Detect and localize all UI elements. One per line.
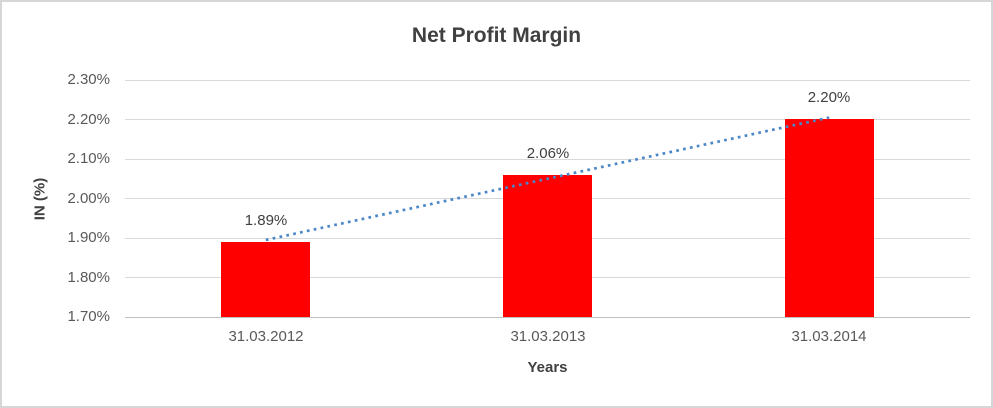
y-tick-label: 2.00%: [67, 189, 110, 207]
x-tick-label-31.03.2012: 31.03.2012: [228, 328, 304, 345]
gridline: [125, 80, 970, 81]
gridline: [125, 119, 970, 120]
trendline: [265, 116, 830, 242]
y-tick-label: 1.80%: [67, 268, 110, 286]
y-tick-label: 2.30%: [67, 71, 110, 88]
y-tick-label: 2.10%: [67, 150, 110, 167]
data-label-31.03.2013: 2.06%: [526, 145, 570, 162]
y-tick-label: 1.70%: [67, 308, 110, 325]
x-axis-line: [125, 317, 970, 318]
bar-31.03.2012: [221, 242, 310, 317]
gridline: [125, 159, 970, 160]
y-tick-label: 1.90%: [67, 229, 110, 246]
bar-31.03.2013: [503, 175, 592, 317]
x-tick-label-31.03.2013: 31.03.2013: [510, 328, 586, 345]
x-tick-label-31.03.2014: 31.03.2014: [791, 328, 867, 345]
plot-area: [125, 80, 970, 318]
data-label-31.03.2014: 2.20%: [807, 89, 851, 106]
trendline-path: [265, 116, 830, 242]
data-label-31.03.2012: 1.89%: [244, 212, 288, 229]
chart-title: Net Profit Margin: [411, 24, 582, 47]
bar-31.03.2014: [785, 119, 874, 317]
x-axis-title: Years: [527, 359, 568, 376]
y-tick-label: 2.20%: [67, 110, 110, 128]
